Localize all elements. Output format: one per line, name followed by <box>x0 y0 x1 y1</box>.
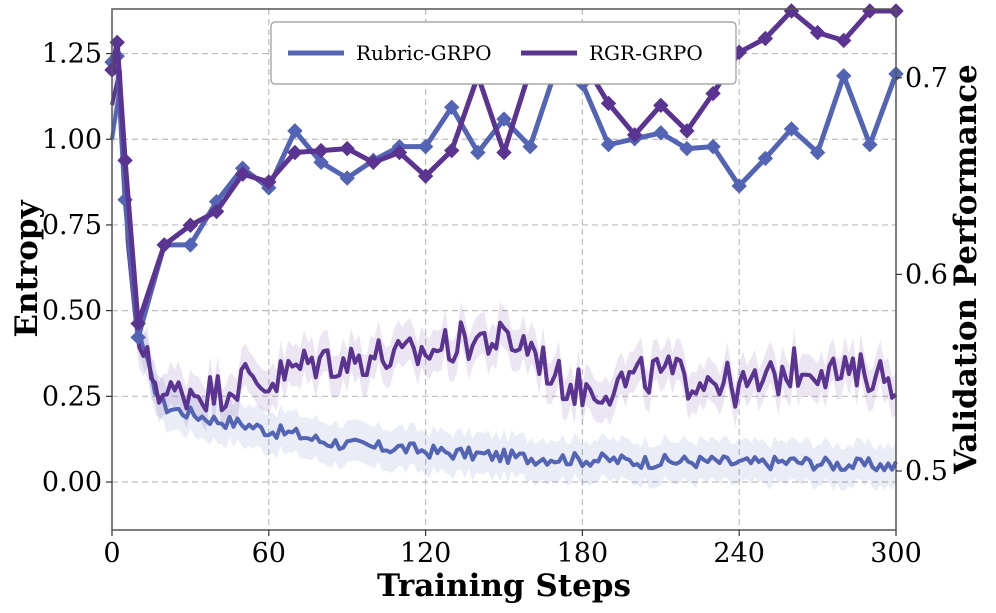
plot-frame <box>111 8 897 531</box>
validation-point <box>836 32 852 49</box>
y-axis-title-right: Validation Performance <box>948 64 984 475</box>
validation-point <box>130 329 146 346</box>
validation-point <box>600 95 617 112</box>
validation-point <box>470 144 486 161</box>
validation-point <box>653 97 669 114</box>
validation-point <box>679 140 695 157</box>
x-tick-label: 60 <box>252 538 286 569</box>
y-left-tick-label: 1.25 <box>42 39 102 70</box>
y-right-tick-label: 0.6 <box>905 259 948 290</box>
y-right-tick-label: 0.5 <box>905 456 948 487</box>
validation-point <box>182 217 199 233</box>
validation-point <box>522 138 538 155</box>
validation-point <box>705 138 721 155</box>
entropy-band-rubric-grpo <box>112 67 896 491</box>
legend-box <box>270 21 737 85</box>
validation-point <box>313 142 329 159</box>
legend-label-rubric-grpo: Rubric-GRPO <box>356 41 492 65</box>
validation-point <box>391 144 408 161</box>
validation-point <box>365 154 382 171</box>
y-left-tick-label: 0.75 <box>42 210 102 241</box>
validation-point <box>417 168 434 184</box>
validation-point <box>496 144 512 161</box>
legend-label-rgr-grpo: RGR-GRPO <box>589 41 703 65</box>
validation-point <box>313 154 329 171</box>
y-left-tick-label: 1.00 <box>42 124 102 155</box>
validation-point <box>783 121 800 137</box>
y-left-tick-label: 0.00 <box>42 467 102 498</box>
validation-point <box>809 144 826 161</box>
validation-point <box>117 152 133 169</box>
validation-point <box>757 150 774 167</box>
x-axis-title: Training Steps <box>377 568 631 604</box>
validation-point <box>496 111 512 127</box>
validation-point <box>626 127 643 143</box>
validation-point <box>600 136 617 153</box>
entropy-lines <box>110 68 898 473</box>
validation-point <box>156 237 172 253</box>
validation-point <box>444 142 460 159</box>
validation-point <box>809 24 826 41</box>
validation-point <box>130 315 146 332</box>
validation-point <box>287 123 303 139</box>
validation-point <box>836 68 852 84</box>
y-right-tick-label: 0.7 <box>905 63 948 94</box>
validation-point <box>417 138 434 155</box>
validation-point <box>339 170 355 186</box>
validation-point <box>705 85 721 102</box>
validation-point <box>287 144 303 161</box>
validation-point <box>208 203 225 220</box>
x-tick-label: 240 <box>713 538 765 569</box>
validation-point <box>679 123 695 139</box>
y-axis-title-left: Entropy <box>9 199 45 337</box>
x-tick-label: 0 <box>103 538 120 569</box>
y-left-tick-label: 0.25 <box>42 381 102 412</box>
validation-point <box>757 30 774 47</box>
validation-point <box>653 125 669 141</box>
validation-point <box>444 99 460 116</box>
y-left-tick-label: 0.50 <box>42 296 102 327</box>
validation-point <box>182 237 199 253</box>
x-tick-label: 300 <box>870 538 922 569</box>
x-tick-label: 120 <box>400 538 452 569</box>
validation-point <box>731 178 747 194</box>
legend: Rubric-GRPO RGR-GRPO <box>270 21 737 85</box>
x-tick-label: 180 <box>557 538 609 569</box>
entropy-line-rubric-grpo <box>110 85 898 473</box>
validation-point <box>862 136 878 153</box>
validation-point <box>261 174 277 190</box>
validation-point <box>234 166 251 182</box>
axis-ticks: 0 60 120 180 240 300 0.00 0.25 0.50 0.75 1.00 1.25 0… <box>42 39 948 569</box>
validation-point <box>339 140 355 157</box>
entropy-line-rgr-grpo <box>110 68 898 413</box>
